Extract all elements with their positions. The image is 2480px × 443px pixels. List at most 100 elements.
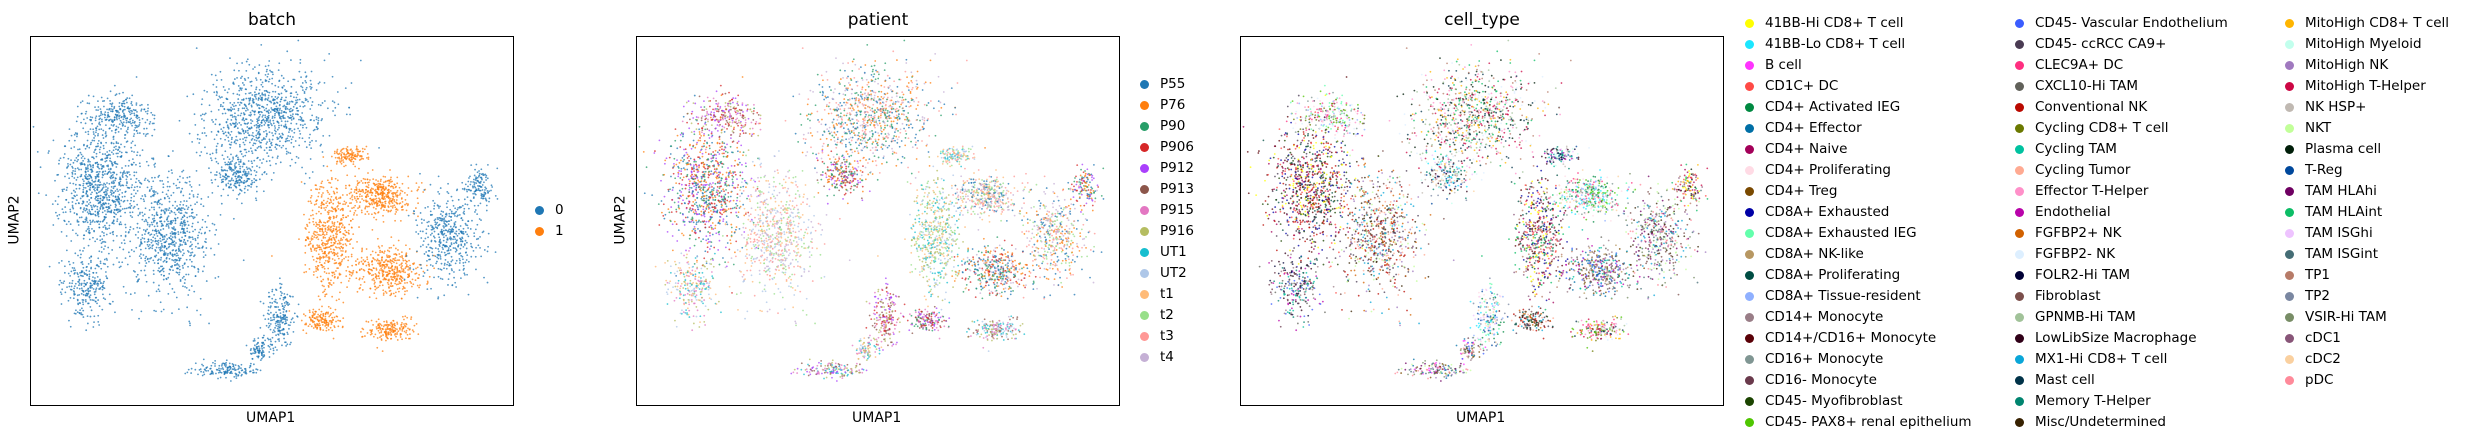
scatter-point [373, 216, 375, 219]
scatter-point [307, 100, 309, 103]
scatter-point [337, 239, 340, 242]
scatter-point [92, 271, 95, 274]
scatter-point [321, 242, 324, 245]
scatter-point [94, 189, 96, 192]
scatter-point [289, 127, 292, 130]
scatter-point [102, 293, 104, 296]
scatter-point [101, 196, 104, 198]
scatter-point [148, 260, 150, 263]
scatter-point [135, 104, 138, 106]
scatter-point [82, 208, 85, 211]
scatter-point [407, 269, 410, 271]
scatter-point [85, 219, 88, 222]
scatter-point [89, 128, 92, 130]
scatter-point [279, 140, 281, 143]
scatter-point [155, 232, 158, 235]
scatter-point [334, 252, 337, 255]
scatter-point [128, 255, 131, 258]
scatter-point [397, 239, 400, 242]
scatter-point [82, 184, 85, 187]
scatter-point [82, 316, 85, 318]
scatter-point [48, 150, 50, 152]
scatter-point [251, 94, 254, 96]
scatter-point [347, 259, 350, 262]
scatter-point [75, 212, 78, 215]
scatter-point [95, 145, 97, 148]
scatter-point [152, 122, 155, 125]
scatter-point [122, 118, 125, 121]
scatter-point [62, 211, 65, 214]
scatter-point [129, 118, 131, 121]
scatter-point [247, 109, 249, 111]
scatter-point [154, 162, 157, 165]
scatter-point [227, 194, 229, 197]
scatter-point [250, 169, 252, 172]
scatter-point [387, 256, 389, 258]
scatter-point [278, 103, 281, 106]
scatter-point [256, 165, 258, 167]
scatter-point [188, 289, 191, 292]
scatter-point [321, 323, 324, 326]
scatter-point [231, 108, 234, 111]
scatter-point [124, 223, 127, 226]
scatter-point [367, 213, 370, 215]
scatter-point [388, 256, 391, 259]
scatter-point [383, 250, 386, 253]
scatter-point [221, 130, 224, 133]
scatter-point [388, 267, 390, 270]
scatter-point [125, 174, 128, 177]
scatter-point [280, 96, 283, 99]
scatter-point [305, 81, 308, 84]
scatter-point [292, 117, 295, 120]
scatter-point [178, 273, 180, 276]
scatter-point [193, 216, 196, 219]
scatter-point [184, 278, 187, 281]
scatter-point [204, 220, 207, 223]
scatter-point [343, 233, 346, 236]
scatter-point [219, 70, 222, 73]
scatter-point [153, 234, 156, 236]
scatter-point [219, 105, 222, 108]
scatter-point [235, 377, 238, 380]
scatter-point [93, 139, 96, 142]
scatter-point [65, 223, 68, 226]
scatter-point [200, 103, 203, 106]
scatter-point [415, 207, 417, 209]
scatter-point [359, 286, 362, 289]
scatter-point [253, 91, 256, 94]
scatter-point [181, 216, 184, 219]
scatter-point [144, 121, 147, 124]
scatter-point [168, 236, 171, 239]
scatter-point [150, 202, 153, 205]
scatter-point [328, 134, 331, 137]
scatter-point [243, 148, 246, 151]
scatter-point [162, 270, 165, 273]
scatter-point [239, 114, 242, 117]
scatter-point [379, 251, 381, 254]
scatter-point [97, 142, 99, 145]
scatter-point [416, 284, 419, 287]
scatter-point [333, 221, 336, 224]
scatter-point [382, 183, 384, 186]
scatter-point [210, 157, 212, 160]
scatter-point [375, 179, 377, 181]
scatter-point [106, 172, 109, 175]
scatter-point [217, 162, 220, 165]
scatter-point [379, 201, 382, 204]
scatter-point [120, 155, 123, 158]
scatter-point [393, 183, 396, 186]
scatter-point [65, 199, 67, 201]
scatter-point [173, 291, 176, 294]
scatter-point [243, 103, 246, 106]
scatter-point [74, 159, 76, 162]
scatter-point [131, 158, 134, 161]
scatter-point [405, 244, 407, 247]
scatter-point [138, 227, 141, 230]
scatter-point [334, 308, 337, 311]
scatter-point [324, 221, 327, 224]
scatter-point [112, 233, 115, 236]
scatter-point [355, 201, 358, 203]
scatter-point [333, 325, 336, 327]
scatter-point [259, 369, 262, 372]
scatter-point [310, 319, 312, 322]
